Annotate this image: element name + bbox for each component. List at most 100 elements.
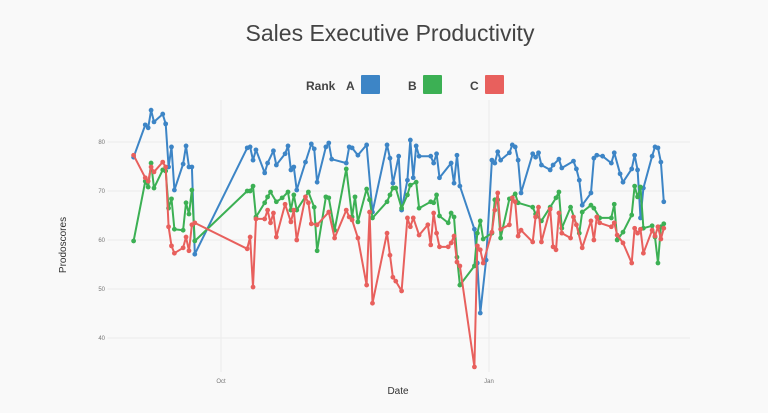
- data-point[interactable]: [183, 200, 189, 206]
- data-point[interactable]: [617, 171, 623, 177]
- data-point[interactable]: [314, 222, 320, 228]
- data-point[interactable]: [332, 235, 338, 241]
- data-point[interactable]: [171, 187, 177, 193]
- data-point[interactable]: [265, 160, 271, 166]
- data-point[interactable]: [638, 226, 643, 232]
- data-point[interactable]: [559, 230, 565, 236]
- data-point[interactable]: [355, 235, 361, 241]
- data-point[interactable]: [594, 214, 600, 220]
- data-point[interactable]: [285, 189, 291, 195]
- data-point[interactable]: [658, 159, 664, 165]
- data-point[interactable]: [367, 209, 372, 215]
- data-point[interactable]: [410, 215, 416, 221]
- data-point[interactable]: [407, 137, 413, 143]
- data-point[interactable]: [364, 282, 370, 288]
- data-point[interactable]: [186, 211, 192, 217]
- data-point[interactable]: [495, 190, 501, 196]
- data-point[interactable]: [180, 245, 186, 251]
- data-point[interactable]: [611, 201, 617, 207]
- data-point[interactable]: [568, 204, 573, 210]
- data-point[interactable]: [265, 194, 271, 200]
- data-point[interactable]: [661, 199, 667, 205]
- data-point[interactable]: [576, 177, 582, 183]
- data-point[interactable]: [142, 175, 148, 181]
- data-point[interactable]: [148, 107, 154, 113]
- data-point[interactable]: [169, 196, 174, 202]
- data-point[interactable]: [180, 227, 186, 233]
- data-point[interactable]: [559, 165, 565, 171]
- data-point[interactable]: [250, 183, 256, 189]
- data-point[interactable]: [571, 158, 576, 164]
- data-point[interactable]: [349, 145, 355, 151]
- data-point[interactable]: [536, 150, 541, 156]
- data-point[interactable]: [160, 111, 166, 117]
- data-point[interactable]: [539, 239, 544, 245]
- data-point[interactable]: [547, 206, 553, 212]
- data-point[interactable]: [268, 220, 273, 226]
- data-point[interactable]: [556, 210, 562, 216]
- data-point[interactable]: [506, 222, 512, 228]
- data-point[interactable]: [611, 150, 617, 156]
- legend-item-a[interactable]: A: [346, 75, 380, 94]
- data-point[interactable]: [305, 189, 311, 195]
- data-point[interactable]: [579, 245, 585, 251]
- data-point[interactable]: [384, 142, 390, 148]
- data-point[interactable]: [608, 224, 614, 230]
- data-point[interactable]: [387, 192, 393, 198]
- data-point[interactable]: [515, 157, 521, 163]
- data-point[interactable]: [515, 233, 521, 239]
- data-point[interactable]: [579, 209, 585, 215]
- data-point[interactable]: [498, 157, 504, 163]
- data-point[interactable]: [367, 197, 372, 203]
- data-point[interactable]: [434, 230, 439, 236]
- data-point[interactable]: [632, 152, 638, 158]
- data-point[interactable]: [390, 274, 396, 280]
- data-point[interactable]: [655, 260, 661, 266]
- data-point[interactable]: [649, 227, 655, 233]
- data-point[interactable]: [364, 186, 370, 192]
- data-point[interactable]: [405, 215, 410, 221]
- data-point[interactable]: [148, 164, 154, 170]
- data-point[interactable]: [434, 192, 439, 198]
- data-point[interactable]: [533, 214, 539, 220]
- data-point[interactable]: [407, 224, 413, 230]
- data-point[interactable]: [314, 179, 320, 185]
- data-point[interactable]: [250, 157, 256, 163]
- data-point[interactable]: [273, 199, 279, 205]
- data-point[interactable]: [556, 189, 562, 195]
- data-point[interactable]: [428, 153, 434, 159]
- data-point[interactable]: [632, 183, 638, 189]
- data-point[interactable]: [171, 226, 177, 232]
- data-point[interactable]: [550, 244, 556, 250]
- data-point[interactable]: [629, 260, 635, 266]
- data-point[interactable]: [445, 220, 451, 226]
- data-point[interactable]: [148, 160, 154, 166]
- data-point[interactable]: [343, 160, 349, 166]
- data-point[interactable]: [425, 222, 431, 228]
- data-point[interactable]: [355, 152, 361, 158]
- data-point[interactable]: [364, 142, 370, 148]
- data-point[interactable]: [160, 159, 166, 165]
- data-point[interactable]: [346, 214, 352, 220]
- data-point[interactable]: [629, 166, 635, 172]
- data-point[interactable]: [343, 166, 349, 172]
- data-point[interactable]: [145, 178, 151, 184]
- data-point[interactable]: [180, 161, 186, 167]
- data-point[interactable]: [171, 250, 177, 256]
- data-point[interactable]: [265, 207, 271, 213]
- data-point[interactable]: [437, 213, 442, 219]
- data-point[interactable]: [393, 185, 399, 191]
- data-point[interactable]: [474, 243, 480, 249]
- data-point[interactable]: [451, 180, 457, 186]
- data-point[interactable]: [387, 252, 393, 258]
- data-point[interactable]: [247, 234, 253, 240]
- data-point[interactable]: [303, 194, 308, 200]
- data-point[interactable]: [192, 220, 198, 226]
- data-point[interactable]: [416, 153, 422, 159]
- data-point[interactable]: [405, 192, 410, 198]
- data-point[interactable]: [495, 149, 501, 155]
- data-point[interactable]: [620, 229, 626, 235]
- data-point[interactable]: [512, 191, 518, 197]
- data-point[interactable]: [288, 219, 294, 225]
- data-point[interactable]: [407, 182, 413, 188]
